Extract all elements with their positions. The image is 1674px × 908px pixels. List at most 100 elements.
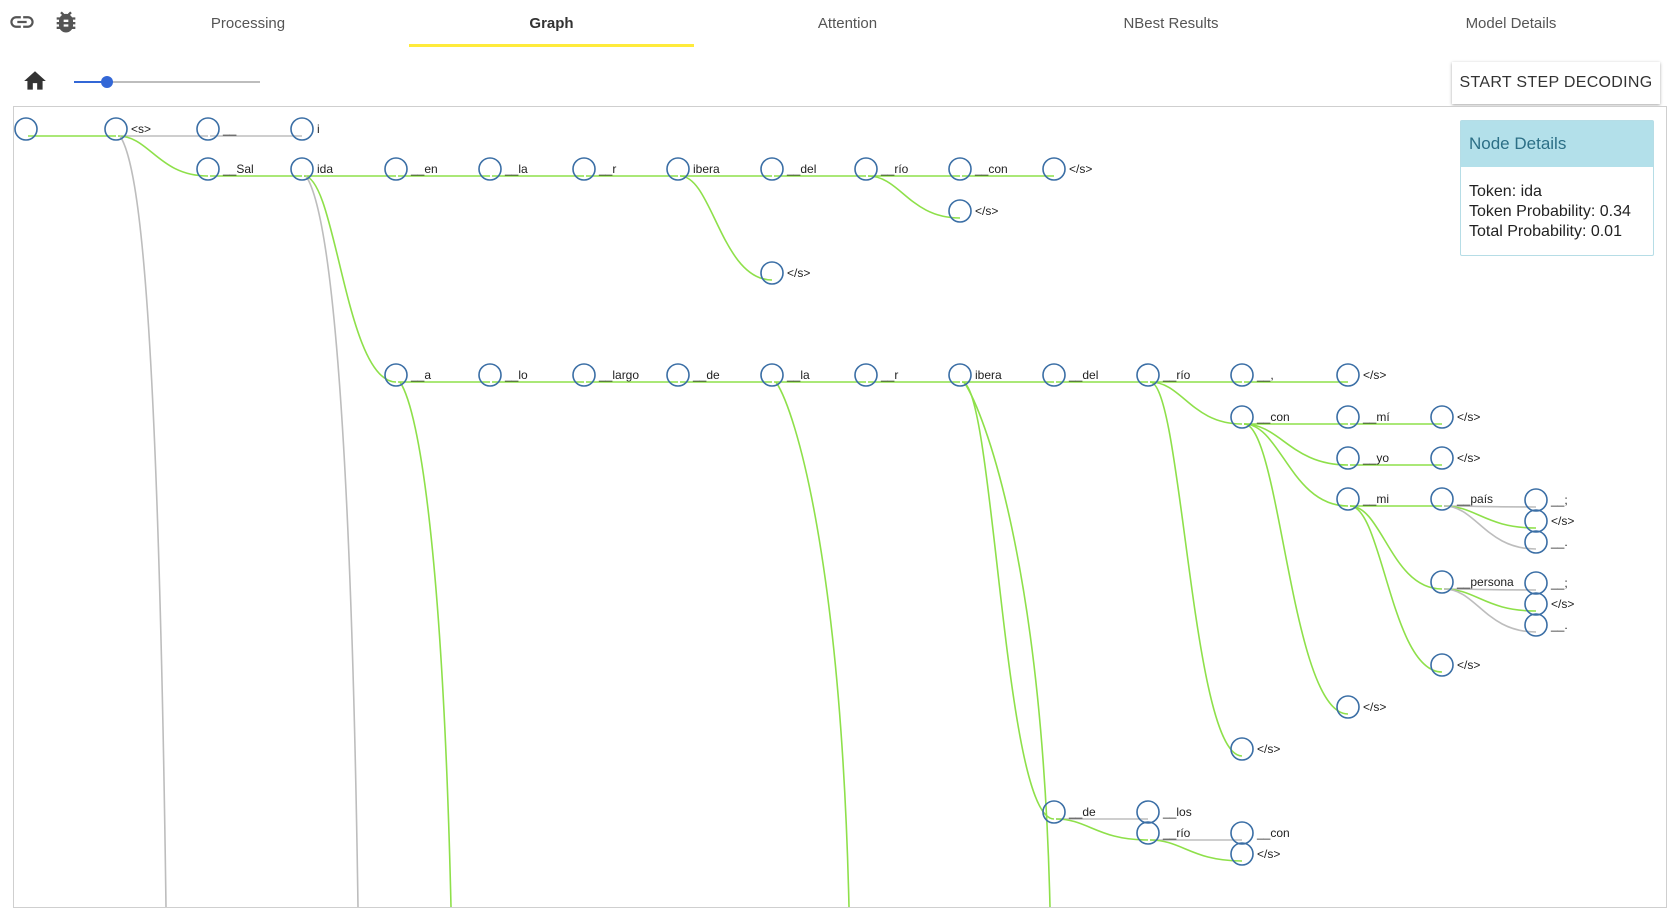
graph-node[interactable]: </s>	[1230, 842, 1280, 866]
node-circle[interactable]	[1336, 363, 1360, 387]
graph-node[interactable]: ida	[290, 157, 333, 181]
link-icon[interactable]	[8, 8, 36, 36]
node-circle[interactable]	[854, 157, 878, 181]
graph-node[interactable]: ibera	[948, 363, 1002, 387]
graph-node[interactable]: __	[196, 117, 237, 141]
node-circle[interactable]	[1524, 488, 1548, 512]
node-circle[interactable]	[1430, 653, 1454, 677]
graph-node[interactable]: __r	[854, 363, 898, 387]
graph-node[interactable]: i	[290, 117, 320, 141]
graph-node[interactable]: __río	[854, 157, 909, 181]
graph-node[interactable]: __en	[384, 157, 438, 181]
graph-node[interactable]: __río	[1136, 363, 1191, 387]
node-circle[interactable]	[1524, 571, 1548, 595]
graph-node[interactable]: </s>	[1524, 509, 1574, 533]
node-circle[interactable]	[196, 157, 220, 181]
node-circle[interactable]	[1230, 363, 1254, 387]
beam-search-graph[interactable]: <s> __ i __Sal ida __en __la __r ibera __del __río…	[13, 106, 1667, 908]
node-circle[interactable]	[948, 199, 972, 223]
node-circle[interactable]	[1230, 737, 1254, 761]
graph-node[interactable]: __,	[1230, 363, 1274, 387]
node-circle[interactable]	[1136, 363, 1160, 387]
node-circle[interactable]	[1136, 800, 1160, 824]
node-circle[interactable]	[1524, 530, 1548, 554]
graph-node[interactable]: </s>	[1230, 737, 1280, 761]
node-circle[interactable]	[290, 157, 314, 181]
graph-node[interactable]: __de	[1042, 800, 1096, 824]
graph-node[interactable]: __mi	[1336, 487, 1389, 511]
node-circle[interactable]	[1230, 842, 1254, 866]
home-icon[interactable]	[22, 68, 48, 94]
node-circle[interactable]	[1336, 446, 1360, 470]
node-circle[interactable]	[384, 157, 408, 181]
graph-node[interactable]: </s>	[1430, 405, 1480, 429]
node-circle[interactable]	[1430, 487, 1454, 511]
graph-node[interactable]: __del	[760, 157, 816, 181]
graph-node[interactable]: __del	[1042, 363, 1098, 387]
node-circle[interactable]	[1336, 487, 1360, 511]
graph-node[interactable]: ibera	[666, 157, 720, 181]
graph-node[interactable]: __lo	[478, 363, 528, 387]
node-circle[interactable]	[1230, 405, 1254, 429]
node-circle[interactable]	[760, 363, 784, 387]
node-circle[interactable]	[1430, 405, 1454, 429]
graph-node[interactable]: __con	[1230, 405, 1290, 429]
graph-node[interactable]: </s>	[1336, 363, 1386, 387]
tab-model-details[interactable]: Model Details	[1465, 14, 1557, 32]
node-circle[interactable]	[478, 363, 502, 387]
tab-graph[interactable]: Graph	[529, 14, 574, 32]
graph-node[interactable]: </s>	[760, 261, 810, 285]
graph-node[interactable]: __con	[948, 157, 1008, 181]
node-circle[interactable]	[1042, 800, 1066, 824]
node-circle[interactable]	[1336, 405, 1360, 429]
slider-thumb[interactable]	[101, 76, 114, 88]
node-circle[interactable]	[666, 363, 690, 387]
graph-canvas[interactable]: <s> __ i__Sal ida __en __la __r ibera __del __río…	[14, 107, 1666, 907]
node-circle[interactable]	[1336, 695, 1360, 719]
graph-node[interactable]: __país	[1430, 487, 1493, 511]
graph-node[interactable]: </s>	[1336, 695, 1386, 719]
node-circle[interactable]	[478, 157, 502, 181]
graph-node[interactable]: __la	[478, 157, 528, 181]
node-circle[interactable]	[104, 117, 128, 141]
graph-node[interactable]: __río	[1136, 821, 1191, 845]
node-circle[interactable]	[666, 157, 690, 181]
graph-node[interactable]: __la	[760, 363, 810, 387]
graph-node[interactable]: <s>	[104, 117, 151, 141]
zoom-slider[interactable]	[74, 72, 260, 92]
node-circle[interactable]	[572, 157, 596, 181]
graph-node[interactable]: __persona	[1430, 570, 1514, 594]
graph-node[interactable]: __.	[1524, 613, 1568, 637]
graph-node[interactable]: __yo	[1336, 446, 1389, 470]
node-circle[interactable]	[760, 261, 784, 285]
graph-node[interactable]: __a	[384, 363, 431, 387]
graph-node[interactable]: __;	[1524, 571, 1568, 595]
graph-node[interactable]: __.	[1524, 530, 1568, 554]
tab-nbest-results[interactable]: NBest Results	[1123, 14, 1219, 32]
graph-node[interactable]: __los	[1136, 800, 1192, 824]
node-circle[interactable]	[760, 157, 784, 181]
node-circle[interactable]	[948, 157, 972, 181]
graph-node[interactable]: </s>	[1524, 592, 1574, 616]
start-step-decoding-button[interactable]: START STEP DECODING	[1452, 62, 1660, 104]
graph-node[interactable]: __largo	[572, 363, 639, 387]
node-circle[interactable]	[854, 363, 878, 387]
graph-node[interactable]: __r	[572, 157, 616, 181]
node-circle[interactable]	[14, 117, 38, 141]
node-circle[interactable]	[1524, 509, 1548, 533]
tab-processing[interactable]: Processing	[210, 14, 286, 32]
node-circle[interactable]	[196, 117, 220, 141]
node-circle[interactable]	[948, 363, 972, 387]
graph-node[interactable]: </s>	[1042, 157, 1092, 181]
node-circle[interactable]	[1430, 446, 1454, 470]
node-circle[interactable]	[1230, 821, 1254, 845]
node-circle[interactable]	[1136, 821, 1160, 845]
node-circle[interactable]	[1042, 363, 1066, 387]
bug-icon[interactable]	[52, 8, 80, 36]
node-circle[interactable]	[1524, 613, 1548, 637]
node-circle[interactable]	[1524, 592, 1548, 616]
node-circle[interactable]	[384, 363, 408, 387]
node-circle[interactable]	[1430, 570, 1454, 594]
node-circle[interactable]	[572, 363, 596, 387]
tab-attention[interactable]: Attention	[817, 14, 878, 32]
